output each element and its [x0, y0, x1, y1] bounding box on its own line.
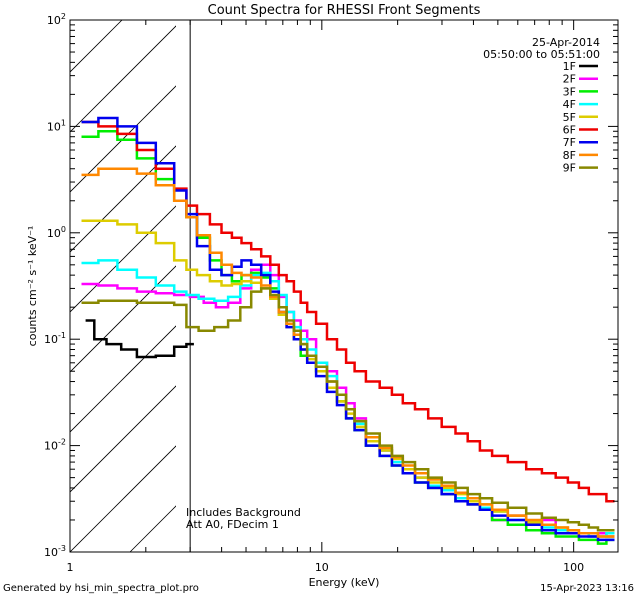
plot-frame	[69, 19, 619, 553]
series-line-8F	[81, 167, 615, 538]
chart-title: Count Spectra for RHESSI Front Segments	[208, 3, 481, 18]
y-tick-labels: 102 101 100 10-1 10-2 10-3	[44, 12, 66, 559]
date-label: 25-Apr-2014	[532, 36, 600, 49]
hatch-line	[70, 205, 176, 313]
y-tick-label: 101	[47, 118, 66, 133]
annotation-attenuator: Att A0, FDecim 1	[186, 518, 279, 531]
y-tick-label: 100	[47, 225, 66, 240]
y-tick-label: 10-1	[44, 331, 66, 346]
x-tick-labels: 1 10 100	[67, 561, 585, 574]
hatch-line	[70, 445, 176, 552]
axis-ticks	[69, 19, 618, 553]
time-range-label: 05:50:00 to 05:51:00	[483, 48, 600, 61]
series-line-5F	[81, 219, 615, 538]
footer-timestamp: 15-Apr-2023 13:16	[540, 583, 634, 594]
hatch-line	[250, 0, 640, 552]
footer-generated-by: Generated by hsi_min_spectra_plot.pro	[3, 583, 199, 594]
x-tick-label: 10	[315, 561, 329, 574]
series-line-1F	[85, 319, 194, 359]
annotation-background: Includes Background	[186, 506, 301, 519]
legend-label-4F: 4F	[563, 98, 576, 111]
series-lines	[81, 116, 615, 545]
legend-label-9F: 9F	[563, 162, 576, 175]
legend-label-3F: 3F	[563, 85, 576, 98]
series-line-7F	[81, 116, 615, 542]
x-axis-label: Energy (keV)	[309, 576, 380, 589]
hatch-line	[70, 25, 176, 133]
legend-label-6F: 6F	[563, 124, 576, 137]
hatch-line	[310, 0, 640, 552]
y-tick-label: 10-3	[44, 544, 66, 559]
legend-label-7F: 7F	[563, 136, 576, 149]
y-axis-label: counts cm⁻² s⁻¹ keV⁻¹	[26, 226, 39, 347]
legend-label-2F: 2F	[563, 73, 576, 86]
x-tick-label: 1	[67, 561, 74, 574]
hatch-line	[0, 0, 130, 552]
legend-label-1F: 1F	[563, 60, 576, 73]
legend-label-8F: 8F	[563, 149, 576, 162]
hatch-line	[70, 145, 176, 253]
x-tick-label: 100	[563, 561, 584, 574]
hatch-line	[70, 20, 123, 73]
hatched-region	[0, 0, 640, 552]
y-tick-label: 10-2	[44, 438, 66, 453]
y-tick-label: 102	[47, 12, 66, 27]
series-line-3F	[81, 130, 615, 545]
series-line-9F	[81, 287, 615, 532]
legend-label-5F: 5F	[563, 111, 576, 124]
series-line-6F	[81, 120, 615, 503]
hatch-line	[70, 385, 176, 493]
